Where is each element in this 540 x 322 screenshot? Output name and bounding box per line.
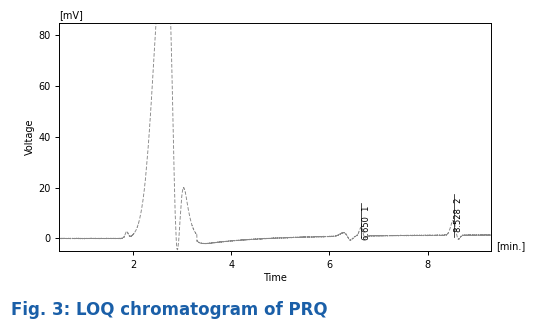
X-axis label: Time: Time — [264, 273, 287, 283]
Text: Fig. 3: LOQ chromatogram of PRQ: Fig. 3: LOQ chromatogram of PRQ — [11, 301, 327, 319]
Text: 8.528  2: 8.528 2 — [454, 198, 463, 232]
Y-axis label: Voltage: Voltage — [25, 118, 35, 155]
Text: [min.]: [min.] — [496, 241, 525, 251]
Text: [mV]: [mV] — [59, 10, 83, 20]
Text: 6.650  1: 6.650 1 — [362, 205, 371, 240]
